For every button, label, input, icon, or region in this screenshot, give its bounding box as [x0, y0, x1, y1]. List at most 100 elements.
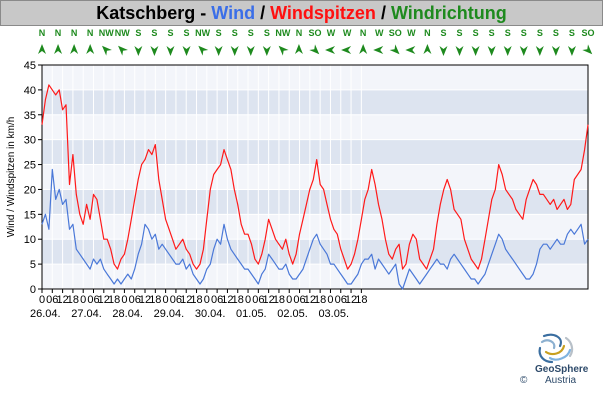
direction-label: S — [505, 28, 511, 38]
y-axis-label: Wind / Windspitzen in km/h — [6, 117, 17, 238]
direction-label: N — [296, 28, 303, 38]
x-tick-label: 18 — [190, 294, 202, 306]
x-tick-label: 12 — [98, 294, 110, 306]
direction-label: SO — [581, 28, 594, 38]
x-tick-label: 0 — [204, 294, 210, 306]
direction-label: S — [167, 28, 173, 38]
direction-arrow-icon — [551, 46, 560, 56]
date-label: 02.05. — [277, 308, 308, 320]
direction-label: S — [151, 28, 157, 38]
direction-arrow-icon — [198, 45, 209, 56]
direction-label: N — [424, 28, 431, 38]
title-gust: Windspitzen — [270, 3, 376, 23]
direction-arrow-icon — [150, 46, 159, 56]
direction-arrow-icon — [519, 46, 528, 56]
chart-title: Katschberg - Wind / Windspitzen / Windri… — [0, 0, 603, 26]
x-tick-label: 06 — [252, 294, 264, 306]
date-label: 27.04. — [71, 308, 102, 320]
direction-label: N — [55, 28, 62, 38]
x-tick-label: 0 — [245, 294, 251, 306]
x-tick-label: 12 — [345, 294, 357, 306]
direction-arrow-icon — [230, 46, 239, 56]
x-tick-label: 12 — [180, 294, 192, 306]
direction-label: W — [375, 28, 384, 38]
title-sep1: - — [195, 3, 212, 23]
direction-arrow-icon — [455, 46, 464, 56]
x-tick-label: 18 — [273, 294, 285, 306]
x-tick-label: 18 — [149, 294, 161, 306]
direction-arrow-icon — [341, 46, 352, 54]
x-tick-label: 06 — [293, 294, 305, 306]
x-tick-label: 0 — [39, 294, 45, 306]
direction-arrow-icon — [86, 44, 95, 54]
y-tick-label: 10 — [24, 234, 36, 246]
direction-arrow-icon — [309, 44, 320, 55]
direction-arrow-icon — [294, 44, 303, 54]
brand-name: GeoSphere — [535, 364, 589, 375]
geosphere-logo-icon — [538, 333, 574, 364]
x-tick-label: 06 — [170, 294, 182, 306]
direction-label: S — [440, 28, 446, 38]
x-tick-label: 0 — [286, 294, 292, 306]
y-tick-label: 30 — [24, 135, 36, 147]
direction-arrow-icon — [166, 46, 175, 56]
direction-label: S — [569, 28, 575, 38]
y-tick-label: 0 — [30, 284, 36, 296]
direction-label: N — [87, 28, 94, 38]
direction-label: S — [553, 28, 559, 38]
y-tick-label: 25 — [24, 160, 36, 172]
direction-label: SO — [308, 28, 321, 38]
direction-label: S — [216, 28, 222, 38]
direction-arrow-icon — [423, 44, 432, 54]
brand-country: Austria — [545, 375, 577, 386]
y-tick-label: 20 — [24, 184, 36, 196]
grid-band — [42, 189, 588, 215]
direction-arrow-icon — [439, 46, 448, 56]
direction-arrow-icon — [487, 46, 496, 56]
direction-arrow-icon — [535, 46, 544, 56]
direction-arrow-icon — [214, 46, 223, 56]
date-label: 28.04. — [112, 308, 143, 320]
x-tick-label: 18 — [67, 294, 79, 306]
x-tick-label: 06 — [335, 294, 347, 306]
direction-label: S — [489, 28, 495, 38]
direction-label: S — [184, 28, 190, 38]
direction-label: S — [232, 28, 238, 38]
date-label: 29.04. — [154, 308, 185, 320]
x-tick-label: 06 — [87, 294, 99, 306]
title-sep2: / — [255, 3, 271, 23]
x-tick-label: 12 — [139, 294, 151, 306]
direction-arrow-icon — [262, 46, 271, 56]
y-tick-label: 5 — [30, 259, 36, 271]
direction-label: SO — [389, 28, 402, 38]
direction-arrow-icon — [182, 46, 191, 56]
x-tick-label: 18 — [108, 294, 120, 306]
date-label: 26.04. — [30, 308, 61, 320]
x-tick-label: 06 — [46, 294, 58, 306]
wind-series-line — [41, 168, 589, 290]
date-label: 01.05. — [236, 308, 267, 320]
direction-label: S — [457, 28, 463, 38]
direction-arrow-icon — [101, 45, 112, 56]
title-wind: Wind — [211, 3, 256, 23]
y-tick-label: 45 — [24, 60, 36, 72]
grid-band — [42, 139, 588, 165]
direction-label: S — [135, 28, 141, 38]
x-tick-label: 0 — [121, 294, 127, 306]
x-tick-label: 0 — [163, 294, 169, 306]
direction-label: S — [248, 28, 254, 38]
title-sep3: / — [375, 3, 391, 23]
x-tick-label: 18 — [355, 294, 367, 306]
direction-arrow-icon — [389, 44, 400, 55]
direction-label: NW — [275, 28, 290, 38]
direction-label: NW — [195, 28, 210, 38]
x-tick-label: 12 — [56, 294, 68, 306]
direction-arrow-icon — [503, 46, 512, 56]
grid-band — [42, 89, 588, 115]
direction-arrow-icon — [325, 46, 336, 54]
x-tick-label: 0 — [80, 294, 86, 306]
direction-arrow-icon — [118, 45, 128, 56]
x-tick-label: 18 — [232, 294, 244, 306]
direction-arrow-icon — [567, 46, 576, 56]
direction-arrow-icon — [582, 44, 593, 55]
